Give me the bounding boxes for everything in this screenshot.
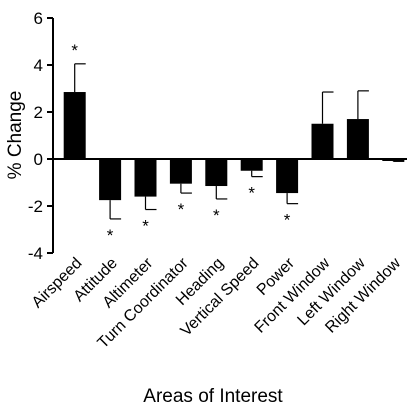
significance-marker: * bbox=[248, 184, 255, 203]
significance-marker: * bbox=[71, 41, 78, 60]
y-tick-label: -4 bbox=[28, 244, 43, 263]
significance-marker: * bbox=[142, 217, 149, 236]
significance-marker: * bbox=[178, 200, 185, 219]
chart-marks: -4-20246*Airspeed*Attitude*Altimeter*Tur… bbox=[28, 9, 407, 352]
y-tick-label: 2 bbox=[34, 103, 43, 122]
bar-front-window bbox=[311, 123, 334, 159]
bar-airspeed bbox=[63, 92, 86, 159]
y-tick-label: 6 bbox=[34, 9, 43, 28]
y-tick-label: 4 bbox=[34, 56, 43, 75]
bar-power bbox=[276, 159, 299, 194]
y-axis-label: % Change bbox=[5, 91, 26, 180]
y-tick-label: 0 bbox=[34, 150, 43, 169]
bar-vertical-speed bbox=[240, 159, 263, 171]
y-tick-label: -2 bbox=[28, 197, 43, 216]
significance-marker: * bbox=[284, 211, 291, 230]
bar-altimeter bbox=[134, 159, 157, 197]
bar-heading bbox=[205, 159, 228, 187]
significance-marker: * bbox=[213, 206, 220, 225]
x-tick-label: Airspeed bbox=[29, 255, 86, 312]
bar-attitude bbox=[99, 159, 122, 201]
significance-marker: * bbox=[107, 226, 114, 245]
x-axis-label: Areas of Interest bbox=[143, 386, 283, 407]
bar-turn-coordinator bbox=[169, 159, 192, 184]
bar-left-window bbox=[346, 119, 369, 159]
